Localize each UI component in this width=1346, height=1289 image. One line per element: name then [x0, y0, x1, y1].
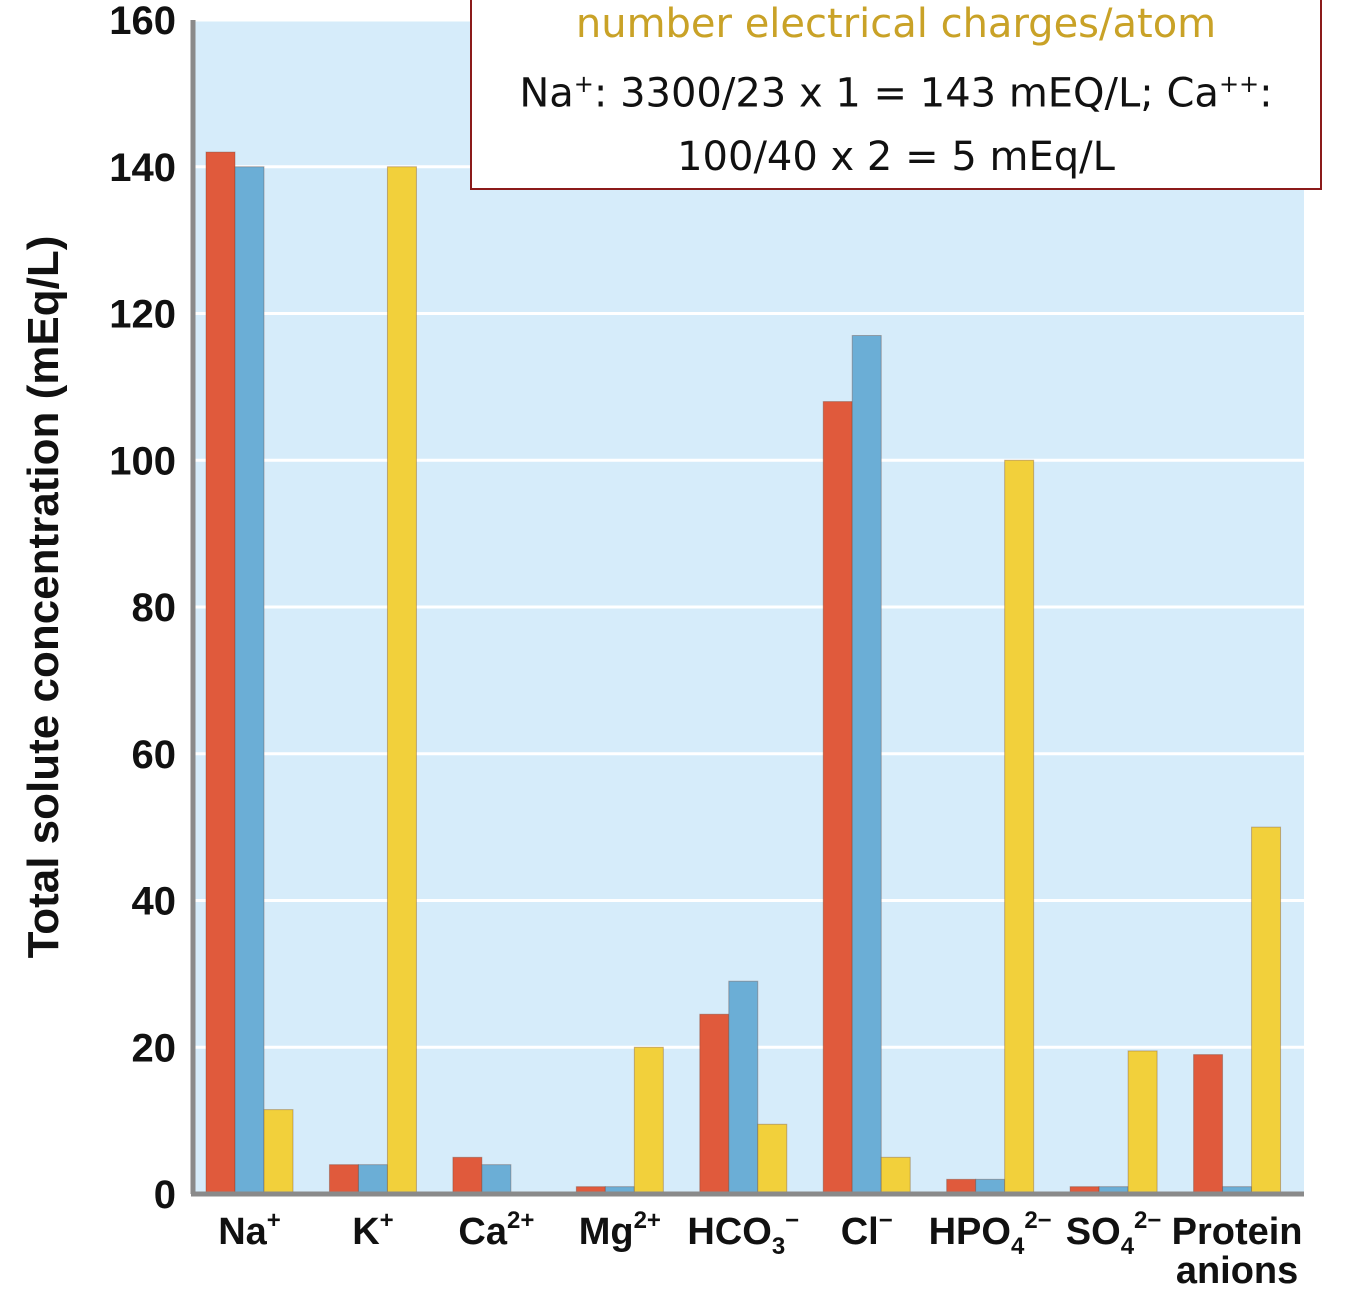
y-tick-label: 140	[109, 146, 176, 190]
bar	[205, 151, 236, 1195]
x-tick-label: HCO3−	[687, 1207, 799, 1260]
x-tick-label: SO42−	[1066, 1207, 1162, 1260]
y-tick-label: 120	[109, 293, 176, 337]
bar	[357, 1164, 388, 1195]
bar	[386, 166, 417, 1195]
bar	[1004, 459, 1035, 1195]
annotation-line-2: Na+: 3300/23 x 1 = 143 mEQ/L; Ca++:	[519, 70, 1273, 117]
x-tick-label: Mg2+	[579, 1207, 661, 1253]
bar	[851, 335, 882, 1195]
x-tick-label-line2: anions	[1176, 1250, 1298, 1289]
bar	[699, 1013, 730, 1195]
annotation-line-1: number electrical charges/atom	[575, 1, 1217, 47]
bar	[1127, 1050, 1158, 1195]
x-tick-label: Cl−	[841, 1207, 893, 1253]
y-tick-label: 60	[132, 733, 177, 777]
x-tick-label: Na+	[218, 1207, 281, 1253]
y-tick-label: 0	[154, 1173, 176, 1217]
annotation-box: number electrical charges/atom Na+: 3300…	[470, 0, 1322, 190]
x-tick-label: Ca2+	[458, 1207, 534, 1253]
bar	[263, 1109, 294, 1195]
bar	[728, 980, 759, 1195]
bar	[234, 166, 265, 1195]
y-tick-label: 160	[109, 0, 176, 43]
x-tick-label: K+	[352, 1207, 393, 1253]
y-axis-title: Total solute concentration (mEq/L)	[19, 236, 68, 959]
bar	[633, 1046, 664, 1195]
bar	[822, 401, 853, 1195]
y-tick-label: 80	[132, 586, 177, 630]
bar	[757, 1123, 788, 1195]
y-tick-label: 20	[132, 1026, 177, 1070]
bar	[328, 1164, 359, 1195]
y-tick-label: 40	[132, 880, 177, 924]
bar	[1193, 1054, 1224, 1195]
x-tick-label: HPO42−	[929, 1207, 1052, 1260]
x-tick-label: Protein	[1172, 1211, 1303, 1253]
annotation-line-3: 100/40 x 2 = 5 mEq/L	[677, 134, 1115, 181]
bar	[880, 1156, 911, 1195]
bar	[452, 1156, 483, 1195]
bar	[1251, 826, 1282, 1195]
y-tick-label: 100	[109, 439, 176, 483]
bar	[481, 1164, 512, 1195]
